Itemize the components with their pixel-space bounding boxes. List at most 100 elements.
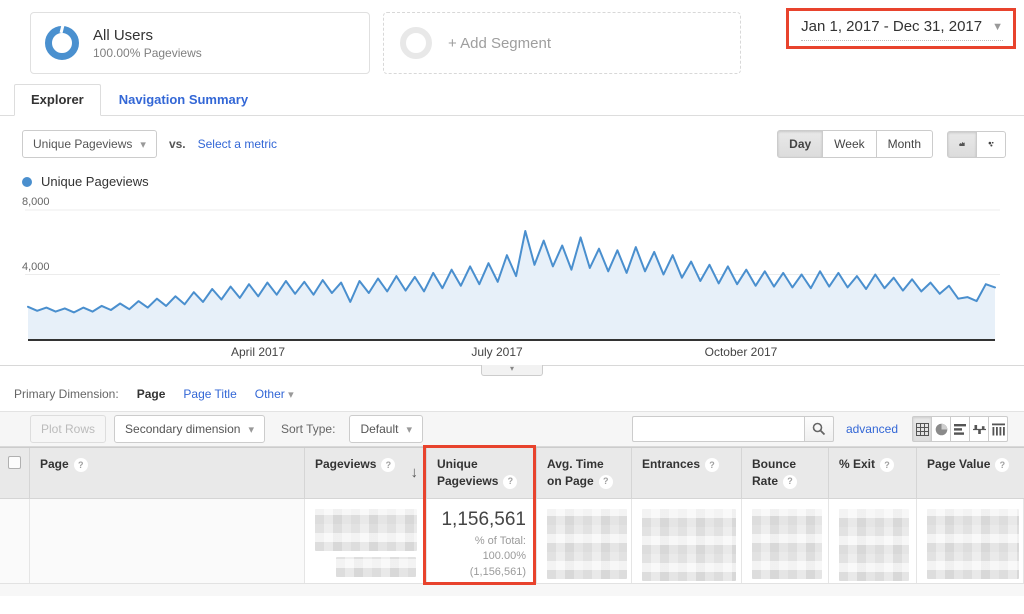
table-view-toggle: [912, 416, 1008, 442]
secondary-dimension-dropdown[interactable]: Secondary dimension ▾: [114, 415, 265, 443]
granularity-day-button[interactable]: Day: [777, 130, 824, 158]
help-icon[interactable]: ?: [598, 474, 613, 489]
granularity-week-button[interactable]: Week: [822, 130, 877, 158]
chart-collapse-handle[interactable]: ▾: [481, 365, 543, 376]
segment-all-users[interactable]: All Users 100.00% Pageviews: [30, 12, 370, 74]
search-icon: [812, 422, 826, 436]
summary-bounce-rate-cell: [742, 499, 829, 583]
segment-bar: All Users 100.00% Pageviews + Add Segmen…: [0, 0, 1024, 74]
pivot-table-icon: [991, 423, 1005, 435]
dimension-other[interactable]: Other ▾: [255, 387, 294, 401]
chevron-down-icon: ▼: [992, 20, 1003, 33]
select-metric-link[interactable]: Select a metric: [197, 137, 277, 151]
performance-view-button[interactable]: [950, 416, 970, 442]
help-icon[interactable]: ?: [880, 457, 895, 472]
column-header-pageviews[interactable]: Pageviews? ↓: [305, 448, 427, 498]
column-header-bounce-rate[interactable]: Bounce Rate?: [742, 448, 829, 498]
partial-next-row: [0, 583, 1024, 596]
granularity-month-button[interactable]: Month: [875, 130, 933, 158]
percent-of-total-line3: (1,156,561): [469, 565, 526, 578]
table-search-input[interactable]: [631, 416, 804, 442]
summary-percent-exit-cell: [829, 499, 917, 583]
percent-of-total-line1: % of Total:: [474, 535, 526, 547]
redacted-value: [752, 509, 822, 579]
report-tabs: Explorer Navigation Summary: [0, 84, 1024, 116]
segment-title: All Users: [93, 26, 154, 44]
summary-page-value-cell: [917, 499, 1024, 583]
column-header-entrances[interactable]: Entrances?: [632, 448, 742, 498]
line-chart-icon: [959, 141, 965, 146]
summary-page-cell: [30, 499, 305, 583]
summary-pageviews-cell: [305, 499, 427, 583]
y-axis-tick-8000: 8,000: [22, 196, 50, 208]
chevron-down-icon: ▾: [288, 389, 294, 401]
summary-entrances-cell: [632, 499, 742, 583]
motion-chart-view-button[interactable]: [976, 130, 1006, 158]
date-range-text: Jan 1, 2017 - Dec 31, 2017: [801, 18, 983, 35]
vs-label: vs.: [168, 137, 186, 151]
sort-type-label: Sort Type:: [280, 422, 336, 436]
trend-chart: 8,000 4,000 April 2017 July 2017 October…: [0, 195, 1024, 376]
table-header-row: Page? Pageviews? ↓ Unique Pageviews? Avg…: [0, 448, 1024, 498]
help-icon[interactable]: ?: [995, 457, 1010, 472]
line-chart-view-button[interactable]: [947, 130, 977, 158]
plot-rows-button: Plot Rows: [30, 415, 107, 443]
tab-navigation-summary[interactable]: Navigation Summary: [118, 92, 249, 107]
column-label: % Exit: [839, 457, 876, 471]
advanced-search-link[interactable]: advanced: [845, 422, 898, 436]
sort-type-value: Default: [360, 422, 399, 436]
comparison-view-button[interactable]: [969, 416, 989, 442]
help-icon[interactable]: ?: [503, 474, 518, 489]
search-button[interactable]: [803, 416, 834, 442]
column-header-unique-pageviews[interactable]: Unique Pageviews?: [427, 448, 537, 498]
empty-donut-icon: [400, 27, 432, 59]
dimension-page-title[interactable]: Page Title: [183, 387, 237, 401]
summary-avg-time-cell: [537, 499, 632, 583]
column-label: Page Value: [927, 457, 991, 471]
bar-chart-icon: [953, 423, 966, 435]
column-header-percent-exit[interactable]: % Exit?: [829, 448, 917, 498]
help-icon[interactable]: ?: [783, 474, 798, 489]
select-all-checkbox[interactable]: [8, 456, 21, 469]
motion-chart-icon: [988, 141, 994, 147]
column-label: Avg. Time on Page: [547, 457, 604, 488]
chevron-down-icon: ▾: [140, 138, 146, 151]
date-range-selector[interactable]: Jan 1, 2017 - Dec 31, 2017 ▼: [786, 8, 1016, 49]
column-label: Bounce Rate: [752, 457, 797, 488]
data-table-view-button[interactable]: [912, 416, 932, 442]
pie-chart-icon: [935, 423, 947, 435]
sort-type-dropdown[interactable]: Default ▾: [349, 415, 424, 443]
data-table-icon: [915, 422, 929, 436]
redacted-value: [839, 509, 909, 581]
primary-dimension-row: Primary Dimension: Page Page Title Other…: [14, 387, 1024, 401]
segment-donut-icon: [45, 26, 79, 60]
column-label: Entrances: [642, 457, 701, 471]
comparison-icon: [972, 424, 986, 434]
tab-explorer[interactable]: Explorer: [14, 84, 101, 116]
sort-desc-icon[interactable]: ↓: [410, 464, 419, 481]
column-header-avg-time-on-page[interactable]: Avg. Time on Page?: [537, 448, 632, 498]
x-axis-tick-october: October 2017: [704, 345, 778, 359]
help-icon[interactable]: ?: [705, 457, 720, 472]
series-label: Unique Pageviews: [41, 174, 149, 189]
help-icon[interactable]: ?: [381, 457, 396, 472]
row-checkbox-cell: [0, 499, 30, 583]
dimension-page[interactable]: Page: [136, 387, 166, 401]
column-header-page-value[interactable]: Page Value?: [917, 448, 1024, 498]
redacted-value: [642, 509, 736, 581]
percentage-view-button[interactable]: [931, 416, 951, 442]
metric-dropdown[interactable]: Unique Pageviews ▾: [22, 130, 157, 158]
y-axis-tick-4000: 4,000: [22, 261, 50, 273]
pivot-view-button[interactable]: [988, 416, 1008, 442]
help-icon[interactable]: ?: [73, 457, 88, 472]
chart-type-toggle: [947, 130, 1006, 158]
redacted-value: [927, 509, 1019, 579]
metrics-table: Page? Pageviews? ↓ Unique Pageviews? Avg…: [0, 445, 1024, 596]
column-header-page[interactable]: Page?: [30, 448, 305, 498]
dimension-other-label: Other: [254, 387, 285, 401]
redacted-value: [336, 557, 416, 577]
add-segment-button[interactable]: + Add Segment: [383, 12, 741, 74]
redacted-value: [547, 509, 627, 579]
redacted-value: [315, 509, 417, 551]
